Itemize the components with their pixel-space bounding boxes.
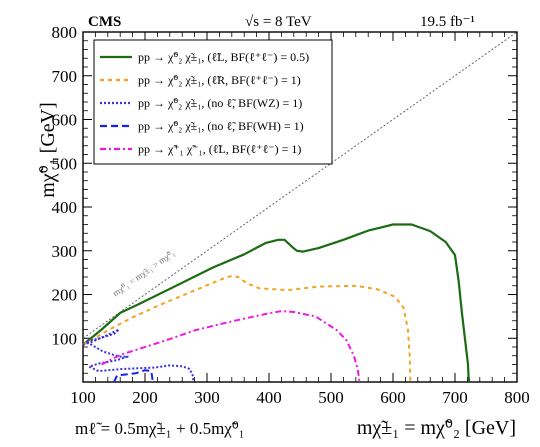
contour-5 [101, 310, 361, 383]
contours [82, 223, 471, 383]
x-tick-label: 800 [504, 388, 530, 407]
contour-4 [113, 369, 154, 383]
diagonal-line [82, 31, 518, 339]
lumi-label: 19.5 fb⁻¹ [420, 14, 475, 30]
x-tick-label: 400 [256, 388, 282, 407]
experiment-label: CMS [88, 14, 121, 30]
y-axis-title: mχ̃⁰₁ [GeV] [37, 102, 59, 198]
y-tick-label: 500 [52, 154, 78, 173]
y-tick-label: 200 [52, 286, 78, 305]
y-tick-label: 700 [52, 67, 78, 86]
x-tick-label: 500 [318, 388, 344, 407]
energy-label: √s = 8 TeV [245, 14, 312, 30]
y-tick-label: 600 [52, 111, 78, 130]
x-axis-subtitle: mℓ̃ = 0.5mχ̃±₁ + 0.5mχ̃⁰₁ [75, 419, 245, 438]
y-tick-label: 800 [52, 23, 78, 42]
x-tick-label: 300 [194, 388, 220, 407]
x-axis-title: mχ̃±₁ = mχ̃⁰₂ [GeV] [357, 417, 516, 439]
x-tick-label: 700 [442, 388, 468, 407]
y-tick-label: 400 [52, 198, 78, 217]
legend-label: pp → χ̃⁺₁ χ̃⁻₁, (ℓ̃L, BF(ℓ⁺ℓ⁻) = 1) [138, 142, 301, 156]
contour-1 [82, 223, 471, 383]
x-tick-label: 200 [132, 388, 158, 407]
legend-label: pp → χ̃⁰₂ χ̃±₁, (no ℓ̃, BF(WZ) = 1) [138, 96, 302, 110]
legend-label: pp → χ̃⁰₂ χ̃±₁, (no ℓ̃, BF(WH) = 1) [138, 119, 304, 133]
tick-labels: 100 200 300 400 500 600 700 800 100 200 300 400 500 6… [52, 23, 530, 407]
contour-3 [82, 328, 195, 383]
axis-ticks [82, 31, 518, 383]
legend: pp → χ̃⁰₂ χ̃±₁, (ℓ̃L, BF(ℓ⁺ℓ⁻) = 0.5) pp … [100, 50, 309, 156]
legend-label: pp → χ̃⁰₂ χ̃±₁, (ℓ̃R, BF(ℓ⁺ℓ⁻) = 1) [138, 73, 301, 87]
x-tick-label: 600 [380, 388, 406, 407]
y-tick-label: 100 [52, 329, 78, 348]
legend-box [93, 39, 333, 165]
y-tick-label: 300 [52, 242, 78, 261]
contour-2 [82, 274, 412, 383]
x-tick-label: 100 [70, 388, 96, 407]
legend-label: pp → χ̃⁰₂ χ̃±₁, (ℓ̃L, BF(ℓ⁺ℓ⁻) = 0.5) [138, 50, 309, 64]
